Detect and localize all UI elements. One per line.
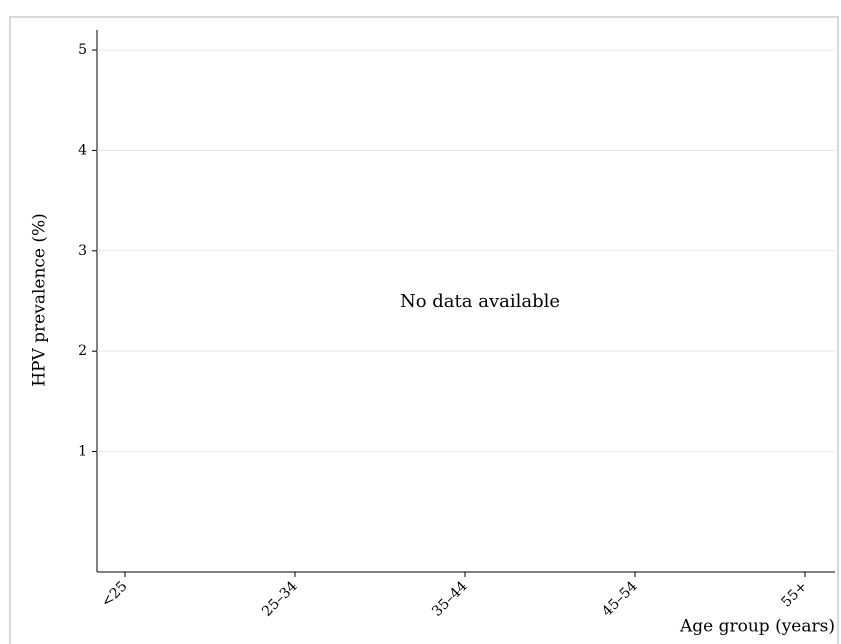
y-tick-label: 4	[78, 142, 87, 158]
x-tick-label: 55+	[778, 578, 810, 610]
x-tick-label: <25	[98, 578, 130, 610]
annotation: No data available	[400, 291, 560, 312]
y-tick-label: 3	[78, 243, 87, 259]
frame	[9, 16, 839, 644]
y-axis-title: HPV prevalence (%)	[30, 213, 50, 387]
x-tick-label: 45–54	[599, 578, 641, 620]
y-tick-label: 2	[78, 343, 87, 359]
x-tick-label: 35–44	[429, 578, 471, 620]
y-tick-label: 5	[78, 42, 87, 58]
x-tick-label: 25–34	[259, 578, 301, 620]
y-tick-label: 1	[78, 444, 87, 460]
x-axis-title: Age group (years)	[679, 617, 835, 637]
